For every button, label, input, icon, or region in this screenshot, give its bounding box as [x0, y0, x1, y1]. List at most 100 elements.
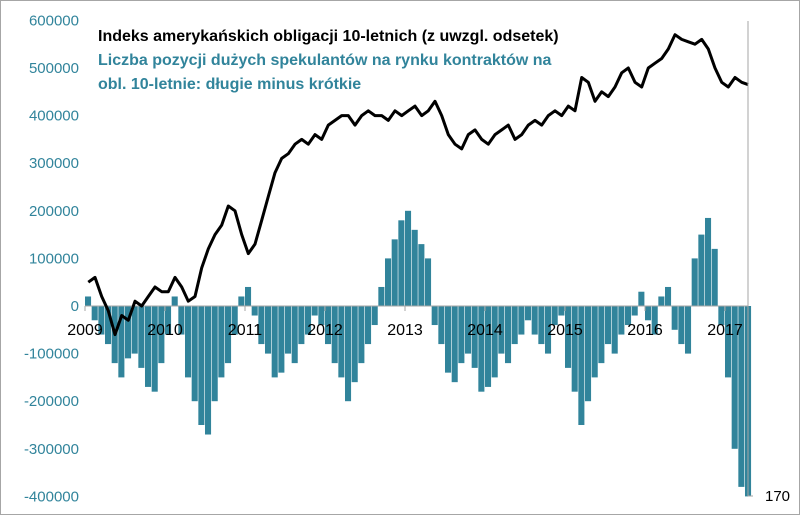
- bar: [311, 306, 318, 316]
- legend-line-label: Indeks amerykańskich obligacji 10-letnic…: [98, 28, 559, 45]
- x-tick-label: 2017: [707, 322, 743, 339]
- bar: [298, 306, 305, 345]
- bar: [218, 306, 225, 378]
- bar: [665, 286, 672, 306]
- y-tick-label: -200000: [24, 393, 79, 410]
- bar: [285, 306, 292, 354]
- bar: [358, 306, 365, 364]
- bar: [531, 306, 538, 335]
- bar: [391, 239, 398, 306]
- bar: [165, 306, 172, 335]
- x-axis: 2009 2010 2011 2012 2013 2014 2015 2016 2017: [67, 306, 743, 339]
- bar: [458, 306, 465, 364]
- bar: [418, 244, 425, 306]
- bar: [498, 306, 505, 354]
- y-tick-label: 0: [71, 298, 79, 315]
- bar: [451, 306, 458, 383]
- x-tick-label: 2010: [147, 322, 183, 339]
- bar: [491, 306, 498, 378]
- bar: [425, 258, 432, 306]
- bar: [371, 306, 378, 326]
- bar: [525, 306, 532, 321]
- y-tick-label: 600000: [29, 12, 79, 29]
- x-tick-label: 2015: [547, 322, 583, 339]
- bar: [138, 306, 145, 368]
- bar: [351, 306, 358, 383]
- legend-bars-label-1: Liczba pozycji dużych spekulantów na ryn…: [98, 52, 552, 69]
- bar: [438, 306, 445, 345]
- bar: [125, 306, 132, 359]
- bar: [631, 306, 638, 316]
- bar: [431, 306, 438, 326]
- bar: [325, 306, 332, 345]
- x-tick-label: 2012: [307, 322, 343, 339]
- bar: [518, 306, 525, 335]
- bar: [378, 286, 385, 306]
- bar: [705, 217, 712, 306]
- y-tick-label: -100000: [24, 346, 79, 363]
- right-axis-tick-label: 170: [765, 488, 790, 505]
- bar: [105, 306, 112, 345]
- bar: [118, 306, 125, 378]
- bar: [638, 291, 645, 306]
- bar: [505, 306, 512, 364]
- bar: [651, 306, 658, 335]
- bar: [405, 210, 412, 306]
- bar: [238, 296, 245, 306]
- bar: [565, 306, 572, 368]
- bar: [585, 306, 592, 402]
- bar: [445, 306, 452, 373]
- bar: [678, 306, 685, 345]
- bar: [178, 306, 185, 335]
- bar: [291, 306, 298, 364]
- y-tick-label: 500000: [29, 60, 79, 77]
- bar: [545, 306, 552, 354]
- x-tick-label: 2013: [387, 322, 423, 339]
- bar: [698, 234, 705, 306]
- bar: [598, 306, 605, 364]
- bar: [605, 306, 612, 345]
- bar: [625, 306, 632, 326]
- bar: [331, 306, 338, 364]
- x-tick-label: 2014: [467, 322, 503, 339]
- bar: [271, 306, 278, 378]
- bar: [171, 296, 178, 306]
- bar: [558, 306, 565, 316]
- y-tick-label: -400000: [24, 488, 79, 505]
- bar: [478, 306, 485, 392]
- bar: [725, 306, 732, 378]
- bar: [591, 306, 598, 378]
- bar: [151, 306, 158, 392]
- bar: [551, 306, 558, 326]
- bar: [738, 306, 745, 487]
- bar: [91, 306, 98, 321]
- bar: [145, 306, 152, 387]
- bar: [538, 306, 545, 345]
- bar: [305, 306, 312, 335]
- y-tick-label: 300000: [29, 155, 79, 172]
- bar: [225, 306, 232, 364]
- bar: [398, 220, 405, 306]
- bar: [258, 306, 265, 345]
- bar: [731, 306, 738, 449]
- bar: [465, 306, 472, 354]
- bar: [711, 248, 718, 306]
- bar: [85, 296, 92, 306]
- y-tick-label: 100000: [29, 250, 79, 267]
- bar: [578, 306, 585, 425]
- bar: [251, 306, 258, 316]
- bar: [571, 306, 578, 392]
- bar: [131, 306, 138, 354]
- bar: [611, 306, 618, 354]
- bar: [365, 306, 372, 345]
- x-tick-label: 2016: [627, 322, 663, 339]
- bar: [278, 306, 285, 373]
- bar: [245, 286, 252, 306]
- bar: [198, 306, 205, 425]
- bond-index-line: [87, 33, 749, 337]
- bar: [205, 306, 212, 435]
- legend-bars-label-2: obl. 10-letnie: długie minus krótkie: [98, 76, 361, 93]
- x-tick-label: 2009: [67, 322, 103, 339]
